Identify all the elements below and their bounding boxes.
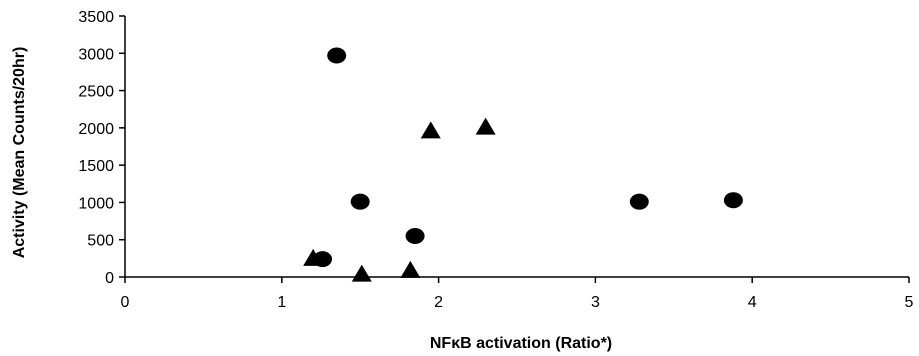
x-tick-label: 3 [591,294,600,311]
y-tick-label: 3000 [78,46,114,63]
triangle-point [420,121,441,139]
circle-point [405,227,425,244]
circle-point [327,47,347,64]
circle-point [629,193,649,210]
x-ticks: 0 1 2 3 4 5 [121,277,914,311]
data-points [303,47,743,282]
x-tick-label: 4 [748,294,757,311]
x-axis-title: NFκB activation (Ratio*) [430,335,612,352]
plot-area: 0 500 1000 1500 2000 2500 3000 3500 0 1 2 3 4 5 [78,9,913,311]
y-tick-label: 2500 [78,84,114,101]
triangle-point [475,117,496,135]
circle-point [723,192,743,209]
y-tick-label: 500 [87,233,114,250]
circle-point [350,193,370,210]
y-ticks: 0 500 1000 1500 2000 2500 3000 3500 [78,9,125,287]
y-tick-label: 0 [105,270,114,287]
x-tick-label: 0 [121,294,130,311]
triangle-point [303,248,324,266]
y-tick-label: 1000 [78,195,114,212]
x-tick-label: 1 [277,294,286,311]
x-tick-label: 2 [434,294,443,311]
y-tick-label: 1500 [78,158,114,175]
y-axis-title: Activity (Mean Counts/20hr) [11,47,28,259]
triangle-point [351,264,372,282]
x-tick-label: 5 [905,294,914,311]
triangle-point [400,260,421,278]
y-tick-label: 2000 [78,121,114,138]
y-tick-label: 3500 [78,9,114,26]
